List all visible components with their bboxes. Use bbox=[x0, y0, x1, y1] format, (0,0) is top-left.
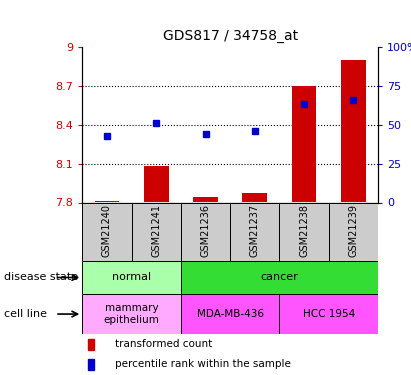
FancyBboxPatch shape bbox=[279, 294, 378, 334]
Text: GSM21240: GSM21240 bbox=[102, 204, 112, 257]
Text: GSM21239: GSM21239 bbox=[349, 204, 358, 257]
Text: HCC 1954: HCC 1954 bbox=[302, 309, 355, 319]
Text: GSM21238: GSM21238 bbox=[299, 204, 309, 257]
Bar bbox=[95, 201, 119, 202]
Text: transformed count: transformed count bbox=[115, 339, 212, 350]
Text: cancer: cancer bbox=[261, 273, 298, 282]
Text: MDA-MB-436: MDA-MB-436 bbox=[196, 309, 264, 319]
Bar bbox=[292, 86, 316, 202]
FancyBboxPatch shape bbox=[181, 261, 378, 294]
FancyBboxPatch shape bbox=[82, 294, 181, 334]
Bar bbox=[88, 358, 95, 370]
FancyBboxPatch shape bbox=[82, 261, 181, 294]
FancyBboxPatch shape bbox=[132, 202, 181, 261]
Text: mammary
epithelium: mammary epithelium bbox=[104, 303, 159, 325]
Bar bbox=[144, 166, 169, 202]
Bar bbox=[341, 60, 366, 202]
FancyBboxPatch shape bbox=[329, 202, 378, 261]
Text: GSM21241: GSM21241 bbox=[151, 204, 161, 257]
FancyBboxPatch shape bbox=[82, 202, 132, 261]
FancyBboxPatch shape bbox=[279, 202, 329, 261]
FancyBboxPatch shape bbox=[181, 202, 230, 261]
Text: percentile rank within the sample: percentile rank within the sample bbox=[115, 359, 291, 369]
Text: normal: normal bbox=[112, 273, 151, 282]
FancyBboxPatch shape bbox=[230, 202, 279, 261]
Bar bbox=[88, 339, 95, 350]
Text: cell line: cell line bbox=[4, 309, 47, 319]
Bar bbox=[242, 194, 267, 202]
Text: GSM21236: GSM21236 bbox=[201, 204, 210, 257]
Text: disease state: disease state bbox=[4, 273, 78, 282]
FancyBboxPatch shape bbox=[181, 294, 279, 334]
Text: GSM21237: GSM21237 bbox=[250, 204, 260, 257]
Bar bbox=[193, 197, 218, 202]
Title: GDS817 / 34758_at: GDS817 / 34758_at bbox=[163, 29, 298, 43]
